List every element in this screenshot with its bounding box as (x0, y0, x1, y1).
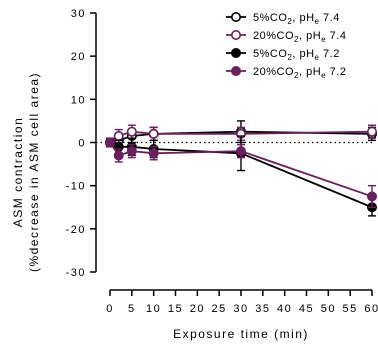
data-point (366, 126, 377, 137)
legend-marker (231, 66, 242, 77)
x-tick-label: 25 (212, 303, 227, 315)
legend-label: 20%CO2, pHe 7.4 (253, 30, 346, 44)
series-4 (105, 137, 377, 208)
legend: 5%CO2, pHe 7.4 20%CO2, pHe 7.4 5%CO2, pHe … (226, 12, 346, 80)
data-point (113, 131, 124, 142)
x-tick-label: 20 (190, 303, 205, 315)
x-tick-label: 60 (364, 303, 378, 315)
legend-label: 20%CO2, pHe 7.2 (253, 66, 346, 80)
series-layer (105, 120, 377, 217)
legend-item: 20%CO2, pHe 7.4 (226, 29, 346, 44)
y-axis-label-line2: (%decrease in ASM cell area) (27, 72, 41, 272)
data-point (113, 150, 124, 161)
x-tick-label: 0 (106, 303, 114, 315)
x-tick-label: 40 (277, 303, 292, 315)
data-point (126, 126, 137, 137)
y-tick-label: -10 (66, 181, 86, 193)
y-tick-label: 0 (78, 138, 86, 150)
legend-marker (231, 47, 242, 58)
x-tick-label: 5 (128, 303, 136, 315)
x-tick-label: 15 (168, 303, 183, 315)
x-tick-label: 45 (299, 303, 314, 315)
data-point (366, 191, 377, 202)
x-tick-label: 50 (321, 303, 336, 315)
legend-label: 5%CO2, pHe 7.4 (253, 12, 340, 26)
y-axis-label-line1: ASM contraction (11, 117, 25, 228)
y-tick-label: 10 (71, 94, 86, 106)
data-point (126, 146, 137, 157)
x-tick-label: 10 (146, 303, 161, 315)
x-tick-label: 35 (255, 303, 270, 315)
legend-label: 5%CO2, pHe 7.2 (253, 48, 340, 62)
x-axis-label: Exposure time (min) (173, 327, 309, 341)
legend-marker (231, 29, 242, 40)
legend-marker (231, 12, 242, 22)
data-point (148, 148, 159, 159)
data-point (236, 146, 247, 157)
data-point (105, 137, 116, 148)
y-tick-label: 20 (71, 51, 86, 63)
legend-item: 5%CO2, pHe 7.2 (226, 47, 340, 62)
y-tick-label: -20 (66, 224, 86, 236)
axes: 30 20 10 0 -10 -20 -30 0 5 10 15 20 25 30 35 40 45 50 55 60 (66, 8, 378, 315)
x-tick-label: 55 (343, 303, 358, 315)
x-tick-label: 30 (233, 303, 248, 315)
data-point (148, 128, 159, 139)
y-tick-label: 30 (71, 8, 86, 20)
legend-item: 5%CO2, pHe 7.4 (226, 12, 340, 26)
y-tick-label: -30 (66, 267, 86, 279)
legend-item: 20%CO2, pHe 7.2 (226, 66, 346, 80)
